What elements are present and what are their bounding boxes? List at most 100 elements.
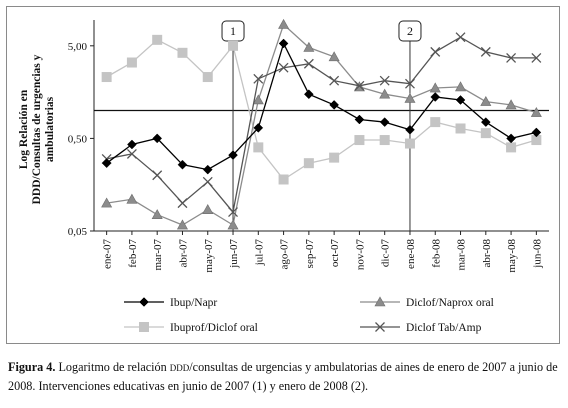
series-line-Diclof/Naprox oral bbox=[106, 23, 537, 227]
x-tick-label-mar-08: mar-08 bbox=[456, 239, 468, 271]
data-point-Ibup/Napr-sep-07 bbox=[304, 89, 314, 100]
data-point-Diclof Tab/Amp-nov-07 bbox=[354, 80, 365, 91]
legend-item-Diclof Tab/Amp: Diclof Tab/Amp bbox=[360, 322, 482, 334]
y-tick-label-1: 0,50 bbox=[68, 133, 88, 145]
data-point-Ibuprof/Diclof oral-abr-08 bbox=[480, 128, 491, 139]
x-tick-label-feb-07: feb-07 bbox=[127, 239, 139, 268]
x-tick-label-ene-07: ene-07 bbox=[102, 239, 114, 269]
legend-label: Diclof Tab/Amp bbox=[406, 322, 482, 334]
data-point-Ibup/Napr-nov-07 bbox=[354, 114, 365, 125]
data-point-Diclof/Naprox oral-jun-07 bbox=[227, 219, 239, 230]
data-point-Ibuprof/Diclof oral-nov-07 bbox=[354, 135, 365, 146]
x-tick-label-abr-08: abr-08 bbox=[481, 239, 493, 268]
x-tick-label-nov-07: nov-07 bbox=[354, 239, 366, 271]
legend-swatch-marker bbox=[139, 322, 149, 332]
legend-swatch-marker bbox=[374, 296, 386, 307]
data-point-Ibup/Napr-may-07 bbox=[202, 164, 213, 175]
data-point-Ibup/Napr-abr-07 bbox=[177, 159, 188, 170]
data-point-Diclof/Naprox oral-mar-08 bbox=[455, 81, 467, 92]
data-point-Diclof/Naprox oral-may-07 bbox=[202, 204, 214, 214]
data-point-Ibup/Napr-ene-08 bbox=[405, 124, 415, 135]
data-point-Diclof/Naprox oral-feb-07 bbox=[126, 193, 138, 204]
y-tick-label-2: 5,00 bbox=[68, 41, 88, 53]
data-point-Ibup/Napr-dic-07 bbox=[379, 117, 390, 127]
data-point-Diclof/Naprox oral-oct-07 bbox=[328, 51, 340, 62]
y-axis-title-line-1: Log Relación en bbox=[18, 89, 30, 169]
series-line-Diclof Tab/Amp bbox=[106, 36, 537, 214]
legend-item-Ibup/Napr: Ibup/Napr bbox=[124, 297, 217, 309]
data-point-Diclof/Naprox oral-dic-07 bbox=[379, 88, 391, 99]
data-point-Diclof/Naprox oral-abr-07 bbox=[176, 219, 188, 230]
data-point-Ibuprof/Diclof oral-jul-07 bbox=[253, 142, 264, 153]
x-tick-label-sep-07: sep-07 bbox=[304, 239, 316, 269]
data-point-Ibuprof/Diclof oral-may-08 bbox=[506, 142, 517, 153]
series-Diclof Tab/Amp bbox=[101, 32, 542, 218]
data-point-Diclof/Naprox oral-ene-07 bbox=[101, 197, 113, 208]
x-tick-label-ago-07: ago-07 bbox=[279, 239, 291, 270]
data-point-Diclof Tab/Amp-feb-07 bbox=[126, 148, 137, 159]
x-tick-label-jul-07: jul-07 bbox=[253, 239, 265, 267]
caption-label: Figura 4. bbox=[8, 360, 56, 374]
figure-caption: Figura 4. Logaritmo de relación ddd/cons… bbox=[8, 358, 564, 396]
data-point-Ibuprof/Diclof oral-mar-07 bbox=[152, 34, 163, 45]
data-point-Ibuprof/Diclof oral-jun-07 bbox=[228, 40, 239, 51]
data-point-Diclof Tab/Amp-may-08 bbox=[506, 52, 517, 63]
x-tick-label-may-08: may-08 bbox=[506, 239, 518, 273]
legend-label: Diclof/Naprox oral bbox=[406, 297, 494, 309]
x-tick-label-ene-08: ene-08 bbox=[405, 239, 417, 269]
data-point-Diclof Tab/Amp-may-07 bbox=[202, 176, 213, 187]
x-tick-label-jun-07: jun-07 bbox=[228, 239, 240, 269]
intervention-box-2 bbox=[398, 20, 422, 42]
y-tick-label-0: 0,05 bbox=[68, 226, 88, 238]
data-point-Diclof/Naprox oral-sep-07 bbox=[303, 41, 315, 52]
data-point-Ibuprof/Diclof oral-may-07 bbox=[202, 72, 213, 83]
data-point-Ibup/Napr-may-08 bbox=[506, 133, 516, 144]
x-tick-label-feb-08: feb-08 bbox=[430, 239, 442, 268]
x-tick-label-dic-07: dic-07 bbox=[380, 239, 392, 268]
data-point-Ibup/Napr-mar-07 bbox=[152, 133, 163, 144]
data-point-Ibup/Napr-abr-08 bbox=[480, 117, 491, 127]
chart-frame: 0,05 0,50 5,00 ene-07 feb-07 mar-07 abr-07 may-… bbox=[6, 6, 560, 344]
data-point-Ibuprof/Diclof oral-oct-07 bbox=[329, 152, 340, 163]
data-point-Diclof Tab/Amp-sep-07 bbox=[303, 58, 314, 69]
y-axis-title-line-2: DDD/Consultas de urgencias y bbox=[31, 54, 43, 204]
data-point-Ibuprof/Diclof oral-sep-07 bbox=[303, 158, 314, 169]
y-axis-title-line-3: ambulatorias bbox=[44, 96, 56, 162]
line-chart: 0,05 0,50 5,00 ene-07 feb-07 mar-07 abr-07 may-… bbox=[18, 18, 549, 334]
series-Ibup/Napr bbox=[101, 38, 542, 175]
x-tick-label-mar-07: mar-07 bbox=[152, 239, 164, 271]
data-point-Ibup/Napr-feb-08 bbox=[430, 92, 441, 102]
data-point-Ibup/Napr-feb-07 bbox=[127, 139, 137, 150]
series-Diclof/Naprox oral bbox=[101, 18, 542, 230]
data-point-Ibup/Napr-jun-07 bbox=[228, 150, 238, 160]
legend-label: Ibup/Napr bbox=[170, 297, 217, 309]
x-tick-label-abr-07: abr-07 bbox=[177, 239, 189, 268]
data-point-Ibuprof/Diclof oral-feb-07 bbox=[126, 57, 137, 68]
data-point-Diclof Tab/Amp-mar-07 bbox=[152, 170, 163, 181]
data-point-Diclof Tab/Amp-jun-08 bbox=[531, 52, 542, 63]
data-point-Diclof Tab/Amp-jul-07 bbox=[253, 73, 264, 84]
caption-ddd: ddd bbox=[169, 360, 190, 374]
legend-label: Ibuprof/Diclof oral bbox=[170, 322, 258, 334]
data-point-Diclof Tab/Amp-jun-07 bbox=[228, 207, 238, 218]
legend-swatch-marker bbox=[375, 322, 385, 332]
legend-item-Ibuprof/Diclof oral: Ibuprof/Diclof oral bbox=[124, 322, 258, 334]
x-tick-label-oct-07: oct-07 bbox=[329, 239, 341, 268]
data-point-Ibup/Napr-ene-07 bbox=[101, 158, 112, 169]
x-tick-label-may-07: may-07 bbox=[203, 239, 215, 273]
data-point-Ibuprof/Diclof oral-ago-07 bbox=[278, 174, 289, 185]
x-tick-label-jun-08: jun-08 bbox=[531, 239, 543, 269]
data-point-Diclof/Naprox oral-feb-08 bbox=[429, 82, 441, 93]
data-point-Diclof/Naprox oral-mar-07 bbox=[151, 209, 163, 219]
data-point-Ibup/Napr-oct-07 bbox=[329, 100, 339, 110]
data-point-Ibuprof/Diclof oral-abr-07 bbox=[177, 47, 188, 58]
data-point-Diclof/Naprox oral-jul-07 bbox=[252, 94, 264, 105]
data-point-Diclof/Naprox oral-abr-08 bbox=[480, 95, 492, 106]
data-point-Diclof Tab/Amp-mar-08 bbox=[455, 32, 466, 43]
data-point-Ibuprof/Diclof oral-dic-07 bbox=[379, 135, 390, 146]
intervention-label-1: 1 bbox=[230, 24, 236, 38]
caption-text-after: /consultas de urgencias y ambulatorias d… bbox=[8, 360, 558, 393]
data-point-Diclof/Naprox oral-ene-08 bbox=[404, 92, 416, 103]
caption-text-before: Logaritmo de relación bbox=[55, 360, 170, 374]
